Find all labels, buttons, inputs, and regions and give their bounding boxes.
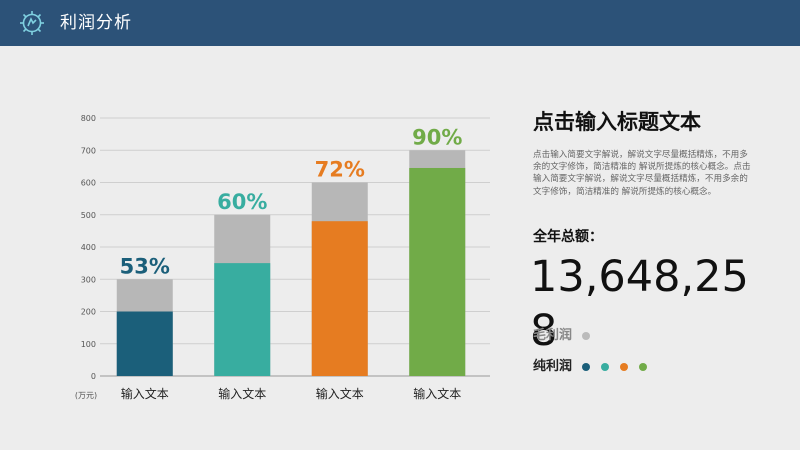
legend-gross-profit: 毛利润 [533,326,601,346]
legend-net-dots [582,363,658,371]
chart-bars [116,150,466,376]
legend-net-label: 纯利润 [533,359,573,374]
y-tick-label: 100 [81,340,96,349]
panel-title: 点击输入标题文本 [533,110,701,134]
bar-percent-label: 90% [412,125,462,149]
bar-percent-label: 53% [120,254,170,278]
panel-description: 点击输入简要文字解说，解说文字尽量概括精炼，不用多余的文字修饰，简洁精准的 解说… [533,150,751,197]
legend-dot [601,363,610,371]
bar-percent-label: 72% [315,158,365,182]
bar-net-profit [311,221,368,376]
y-tick-label: 700 [81,146,96,155]
bar-net-profit [116,311,173,376]
total-value: 13,648,258 [530,252,749,356]
y-tick-label: 400 [81,243,96,252]
legend-gross-label: 毛利润 [533,328,573,343]
y-tick-label: 500 [81,211,96,220]
total-label: 全年总额： [533,229,603,245]
x-category-label: 输入文本 [121,386,169,401]
y-tick-label: 800 [81,114,96,123]
y-tick-label: 0 [91,372,96,381]
y-unit-label: (万元) [75,391,97,400]
x-category-label: 输入文本 [316,386,364,401]
legend-dot [582,363,591,371]
page-title: 利润分析 [60,13,132,33]
x-category-label: 输入文本 [413,386,461,401]
y-tick-label: 300 [81,275,96,284]
x-category-label: 输入文本 [218,386,266,401]
y-tick-label: 200 [81,308,96,317]
header-bar: 利润分析 [0,0,800,46]
bar-net-profit [409,167,466,376]
legend-dot [582,332,591,340]
y-tick-label: 600 [81,179,96,188]
legend-gross-dots [582,332,601,340]
bar-percent-label: 60% [217,190,267,214]
legend-dot [639,363,648,371]
bar-net-profit [214,263,271,376]
chart-labels: 0 100 200 300 400 500 600 700 800 (万元) 53% 输入文本 60% 输… [75,114,463,401]
legend-dot [620,363,629,371]
legend-net-profit: 纯利润 [533,357,658,377]
logo-icon [20,11,44,35]
